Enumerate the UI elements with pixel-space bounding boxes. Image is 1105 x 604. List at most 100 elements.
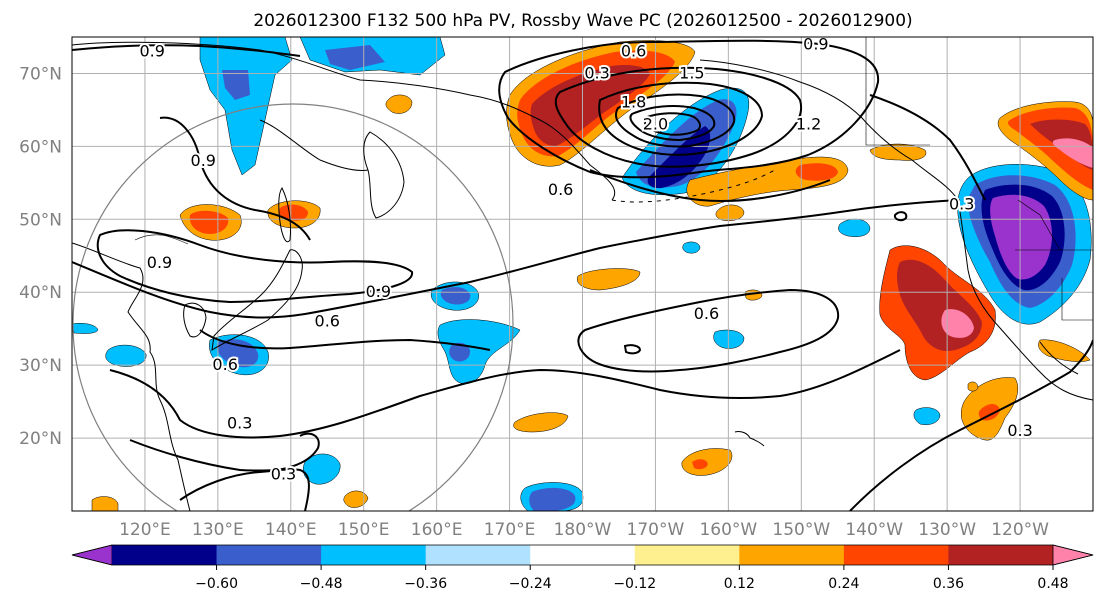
- border-line: [134, 234, 189, 245]
- colorbar-segment: [425, 545, 531, 565]
- positive-anomaly-region: [1038, 339, 1091, 362]
- colorbar-segment: [321, 545, 427, 565]
- colorbar-extend-high: [1052, 544, 1094, 566]
- contour-label: 0.3: [271, 465, 296, 484]
- border-line: [865, 37, 930, 146]
- map-title: 2026012300 F132 500 hPa PV, Rossby Wave …: [253, 11, 912, 31]
- longitude-tick-label: 160°W: [699, 520, 757, 540]
- positive-anomaly-region: [795, 163, 838, 181]
- latitude-tick-label: 30°N: [19, 356, 62, 376]
- colorbar-segment: [112, 545, 218, 565]
- pv-contour: [577, 288, 840, 373]
- korea-coastline: [183, 302, 207, 338]
- colorbar-segment: [216, 545, 322, 565]
- colorbar-tick-label: 0.36: [933, 576, 964, 592]
- longitude-tick-label: 150°W: [772, 520, 830, 540]
- longitude-tick-label: 140°E: [265, 520, 317, 540]
- latitude-tick-label: 70°N: [19, 64, 62, 84]
- longitude-tick-label: 140°W: [845, 520, 903, 540]
- longitude-tick-label: 120°E: [119, 520, 171, 540]
- contour-label: 1.5: [679, 63, 704, 82]
- pv-contour: [615, 93, 736, 148]
- borders: [134, 37, 1093, 321]
- colorbar-tick-label: 0.12: [724, 576, 755, 592]
- colorbar-tick-label: −0.60: [195, 576, 238, 592]
- pv-contour: [849, 339, 1093, 511]
- longitude-tick-label: 160°E: [411, 520, 463, 540]
- positive-anomaly-region: [513, 412, 569, 433]
- colorbar-tick-label: −0.24: [509, 576, 552, 592]
- longitude-tick-label: 130°E: [192, 520, 244, 540]
- colorbar-segments: [71, 544, 1094, 566]
- colorbar-segment: [948, 545, 1054, 565]
- contour-label: 1.8: [621, 93, 646, 112]
- pv-contour: [109, 349, 901, 439]
- positive-anomaly-region: [91, 496, 119, 511]
- contour-labels: 0.9 0.3 0.6 1.5 1.8 2.0 0.9 1.2 0.9 0.6 0.9 0.9 0.6 0…: [137, 37, 1034, 486]
- pv-contour: [623, 344, 642, 355]
- okhotsk-coastline: [259, 119, 369, 171]
- colorbar-tick-label: −0.36: [404, 576, 447, 592]
- positive-anomaly-region: [978, 404, 1000, 421]
- colorbar-tick-label: 0.48: [1037, 576, 1068, 592]
- pv-contour: [129, 439, 310, 511]
- border-line: [1061, 278, 1093, 321]
- pv-contour: [869, 94, 986, 201]
- colorbar-outline: [71, 544, 1094, 566]
- colorbar-tick-label: 0.24: [828, 576, 859, 592]
- contour-label: 0.6: [548, 180, 573, 199]
- map-panel: 0.9 0.3 0.6 1.5 1.8 2.0 0.9 1.2 0.9 0.6 0.9 0.9 0.6 0…: [71, 36, 1094, 512]
- colorbar: −0.60 −0.48 −0.36 −0.24 −0.12 0.12 0.24 0.36 0.4…: [71, 544, 1094, 592]
- pv-contour: [72, 44, 301, 57]
- positive-anomaly-region: [869, 143, 927, 161]
- negative-anomaly-region: [302, 453, 341, 485]
- pv-contour: [893, 211, 908, 222]
- colorbar-ticks: −0.60 −0.48 −0.36 −0.24 −0.12 0.12 0.24 0.36 0.4…: [195, 565, 1069, 592]
- pv-contour: [72, 199, 961, 319]
- colorbar-segment: [634, 545, 740, 565]
- contour-label: 0.9: [139, 42, 164, 61]
- pv-contour: [589, 169, 831, 203]
- positive-anomaly-region: [692, 459, 708, 470]
- contour-label: 2.0: [643, 115, 668, 134]
- japan-coastline: [211, 249, 303, 351]
- colorbar-segment: [739, 545, 845, 565]
- longitude-labels: 120°E 130°E 140°E 150°E 160°E 170°E 180°W 170°W…: [119, 520, 1049, 540]
- longitude-tick-label: 180°W: [554, 520, 612, 540]
- pv-contour: [199, 329, 491, 351]
- positive-anomaly-region: [189, 210, 229, 234]
- colorbar-segment: [530, 545, 636, 565]
- positive-anomaly-region: [530, 64, 650, 146]
- colorbar-extend-low: [71, 544, 113, 566]
- colorbar-tick-label: −0.12: [613, 576, 656, 592]
- sakhalin-coastline: [278, 187, 291, 243]
- latitude-tick-label: 40°N: [19, 283, 62, 303]
- pv-contour: [159, 116, 311, 241]
- region-circle: [72, 103, 514, 511]
- map-frame: [71, 36, 1094, 512]
- hawaii-islands: [734, 431, 765, 447]
- pv-contour: [554, 66, 803, 168]
- pv-contour: [96, 229, 414, 304]
- pv-contour: [642, 112, 701, 136]
- positive-anomaly-region: [681, 448, 733, 476]
- positive-anomaly-region: [941, 309, 974, 338]
- longitude-tick-label: 170°W: [627, 520, 685, 540]
- contour-label: 0.6: [621, 42, 646, 61]
- latitude-tick-label: 50°N: [19, 210, 62, 230]
- positive-anomaly-region: [343, 490, 369, 508]
- pv-contour: [179, 432, 320, 501]
- latitude-tick-label: 20°N: [19, 429, 62, 449]
- contour-label: 0.9: [366, 282, 391, 301]
- asia-coastline: [72, 242, 191, 511]
- kamchatka-coastline: [363, 131, 405, 219]
- longitude-tick-label: 150°E: [338, 520, 390, 540]
- negative-anomaly-region: [222, 70, 250, 100]
- negative-anomaly-region: [838, 218, 871, 237]
- negative-anomaly-region: [449, 342, 470, 362]
- positive-anomaly-region: [967, 381, 979, 392]
- pv-contour: [498, 39, 880, 179]
- contour-label: 0.6: [212, 355, 237, 374]
- longitude-tick-label: 170°E: [484, 520, 536, 540]
